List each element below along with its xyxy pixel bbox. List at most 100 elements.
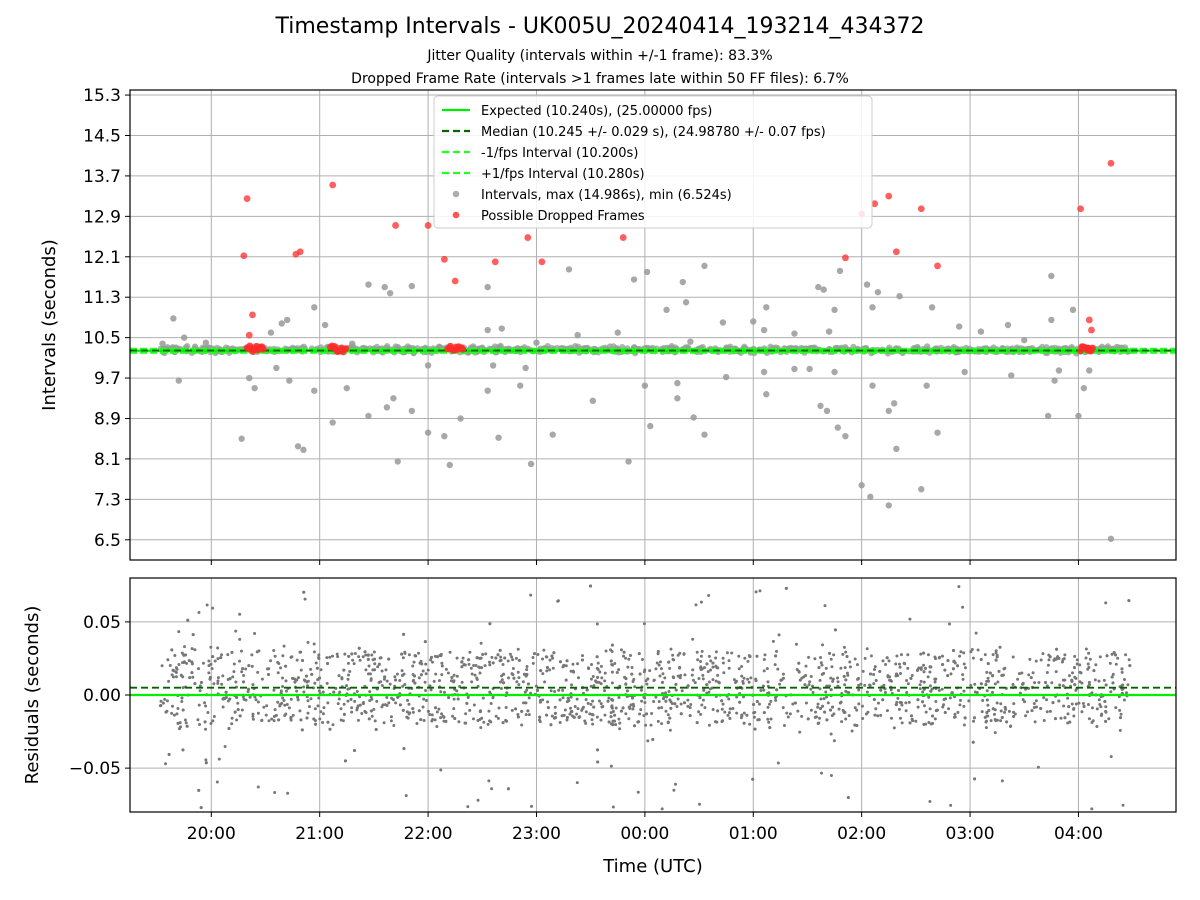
residual-point bbox=[645, 712, 649, 716]
residual-point bbox=[1011, 655, 1015, 659]
residual-point bbox=[826, 701, 830, 705]
residual-point bbox=[909, 714, 913, 718]
residual-point bbox=[545, 655, 549, 659]
residual-point bbox=[1087, 683, 1091, 687]
residual-point bbox=[642, 695, 646, 699]
residual-point bbox=[660, 807, 664, 811]
residual-point bbox=[256, 785, 260, 789]
dropped-frame-point bbox=[491, 258, 499, 266]
residual-point bbox=[240, 708, 244, 712]
residual-point bbox=[307, 705, 311, 709]
residual-point bbox=[291, 713, 295, 717]
residual-point bbox=[676, 674, 680, 678]
interval-point bbox=[365, 412, 372, 420]
residual-point bbox=[422, 718, 426, 722]
residual-point bbox=[487, 709, 491, 713]
residual-point bbox=[798, 730, 802, 734]
residual-point bbox=[479, 726, 483, 730]
residual-point bbox=[524, 701, 528, 705]
residual-point bbox=[914, 719, 918, 723]
residual-point bbox=[355, 690, 359, 694]
residual-point bbox=[985, 689, 989, 693]
interval-point bbox=[311, 304, 318, 311]
interval-point bbox=[863, 281, 871, 288]
residual-point bbox=[848, 660, 852, 664]
residual-point bbox=[627, 705, 631, 709]
residual-point bbox=[723, 710, 727, 714]
residual-point bbox=[253, 632, 257, 636]
residual-point bbox=[900, 703, 904, 707]
residual-point bbox=[201, 661, 205, 665]
residual-point bbox=[434, 672, 438, 676]
residual-point bbox=[1063, 716, 1067, 720]
residual-point bbox=[934, 657, 938, 661]
residual-point bbox=[442, 715, 446, 719]
residual-point bbox=[895, 672, 899, 676]
interval-point bbox=[273, 364, 280, 372]
residual-point bbox=[767, 720, 771, 724]
residual-point bbox=[655, 661, 659, 665]
residual-point bbox=[829, 688, 833, 692]
residual-point bbox=[670, 701, 674, 705]
residual-point bbox=[440, 712, 444, 716]
residual-point bbox=[460, 660, 464, 664]
residual-point bbox=[630, 665, 634, 669]
residual-point bbox=[941, 705, 945, 709]
residual-point bbox=[589, 702, 593, 706]
residual-point bbox=[695, 721, 699, 725]
residual-point bbox=[611, 722, 615, 726]
residual-point bbox=[804, 664, 808, 668]
residual-point bbox=[588, 712, 592, 716]
residual-point bbox=[424, 699, 428, 703]
interval-point bbox=[294, 443, 302, 450]
residual-point bbox=[881, 659, 885, 663]
residual-point bbox=[1073, 654, 1077, 658]
residual-point bbox=[377, 662, 381, 666]
residual-point bbox=[599, 664, 603, 668]
residual-point bbox=[740, 714, 744, 718]
residual-point bbox=[1095, 707, 1099, 711]
residual-point bbox=[671, 653, 675, 657]
residual-point bbox=[352, 749, 356, 753]
residual-point bbox=[563, 708, 567, 712]
residual-point bbox=[312, 642, 316, 646]
residual-point bbox=[711, 661, 715, 665]
residual-point bbox=[950, 691, 954, 695]
residual-point bbox=[159, 703, 163, 707]
residual-point bbox=[204, 704, 208, 708]
residual-point bbox=[1086, 662, 1090, 666]
residual-point bbox=[979, 658, 983, 662]
residual-point bbox=[749, 676, 753, 680]
residual-point bbox=[408, 711, 412, 715]
interval-point bbox=[1004, 321, 1012, 329]
residual-point bbox=[557, 688, 561, 692]
interval-point bbox=[722, 373, 730, 381]
residual-point bbox=[672, 788, 676, 792]
residual-point bbox=[651, 738, 655, 742]
residual-point bbox=[364, 668, 368, 672]
interval-point bbox=[267, 329, 275, 336]
residual-point bbox=[373, 662, 377, 666]
interval-point bbox=[885, 502, 892, 509]
residual-point bbox=[610, 649, 614, 653]
interval-point bbox=[831, 306, 838, 314]
residual-point bbox=[522, 672, 526, 676]
residual-point bbox=[306, 684, 310, 688]
residual-point bbox=[1114, 662, 1118, 666]
interval-point bbox=[815, 283, 822, 291]
residual-point bbox=[863, 656, 867, 660]
interval-point bbox=[885, 407, 892, 415]
residual-point bbox=[321, 712, 325, 716]
residual-point bbox=[1045, 670, 1049, 674]
residual-point bbox=[550, 654, 554, 658]
residual-point bbox=[270, 717, 274, 721]
residual-point bbox=[922, 663, 926, 667]
residual-point bbox=[999, 719, 1003, 723]
residual-point bbox=[898, 665, 902, 669]
residual-point bbox=[283, 703, 287, 707]
residual-point bbox=[342, 712, 346, 716]
residual-point bbox=[827, 684, 831, 688]
residual-point bbox=[846, 690, 850, 694]
residual-point bbox=[404, 794, 408, 798]
residual-point bbox=[309, 667, 313, 671]
